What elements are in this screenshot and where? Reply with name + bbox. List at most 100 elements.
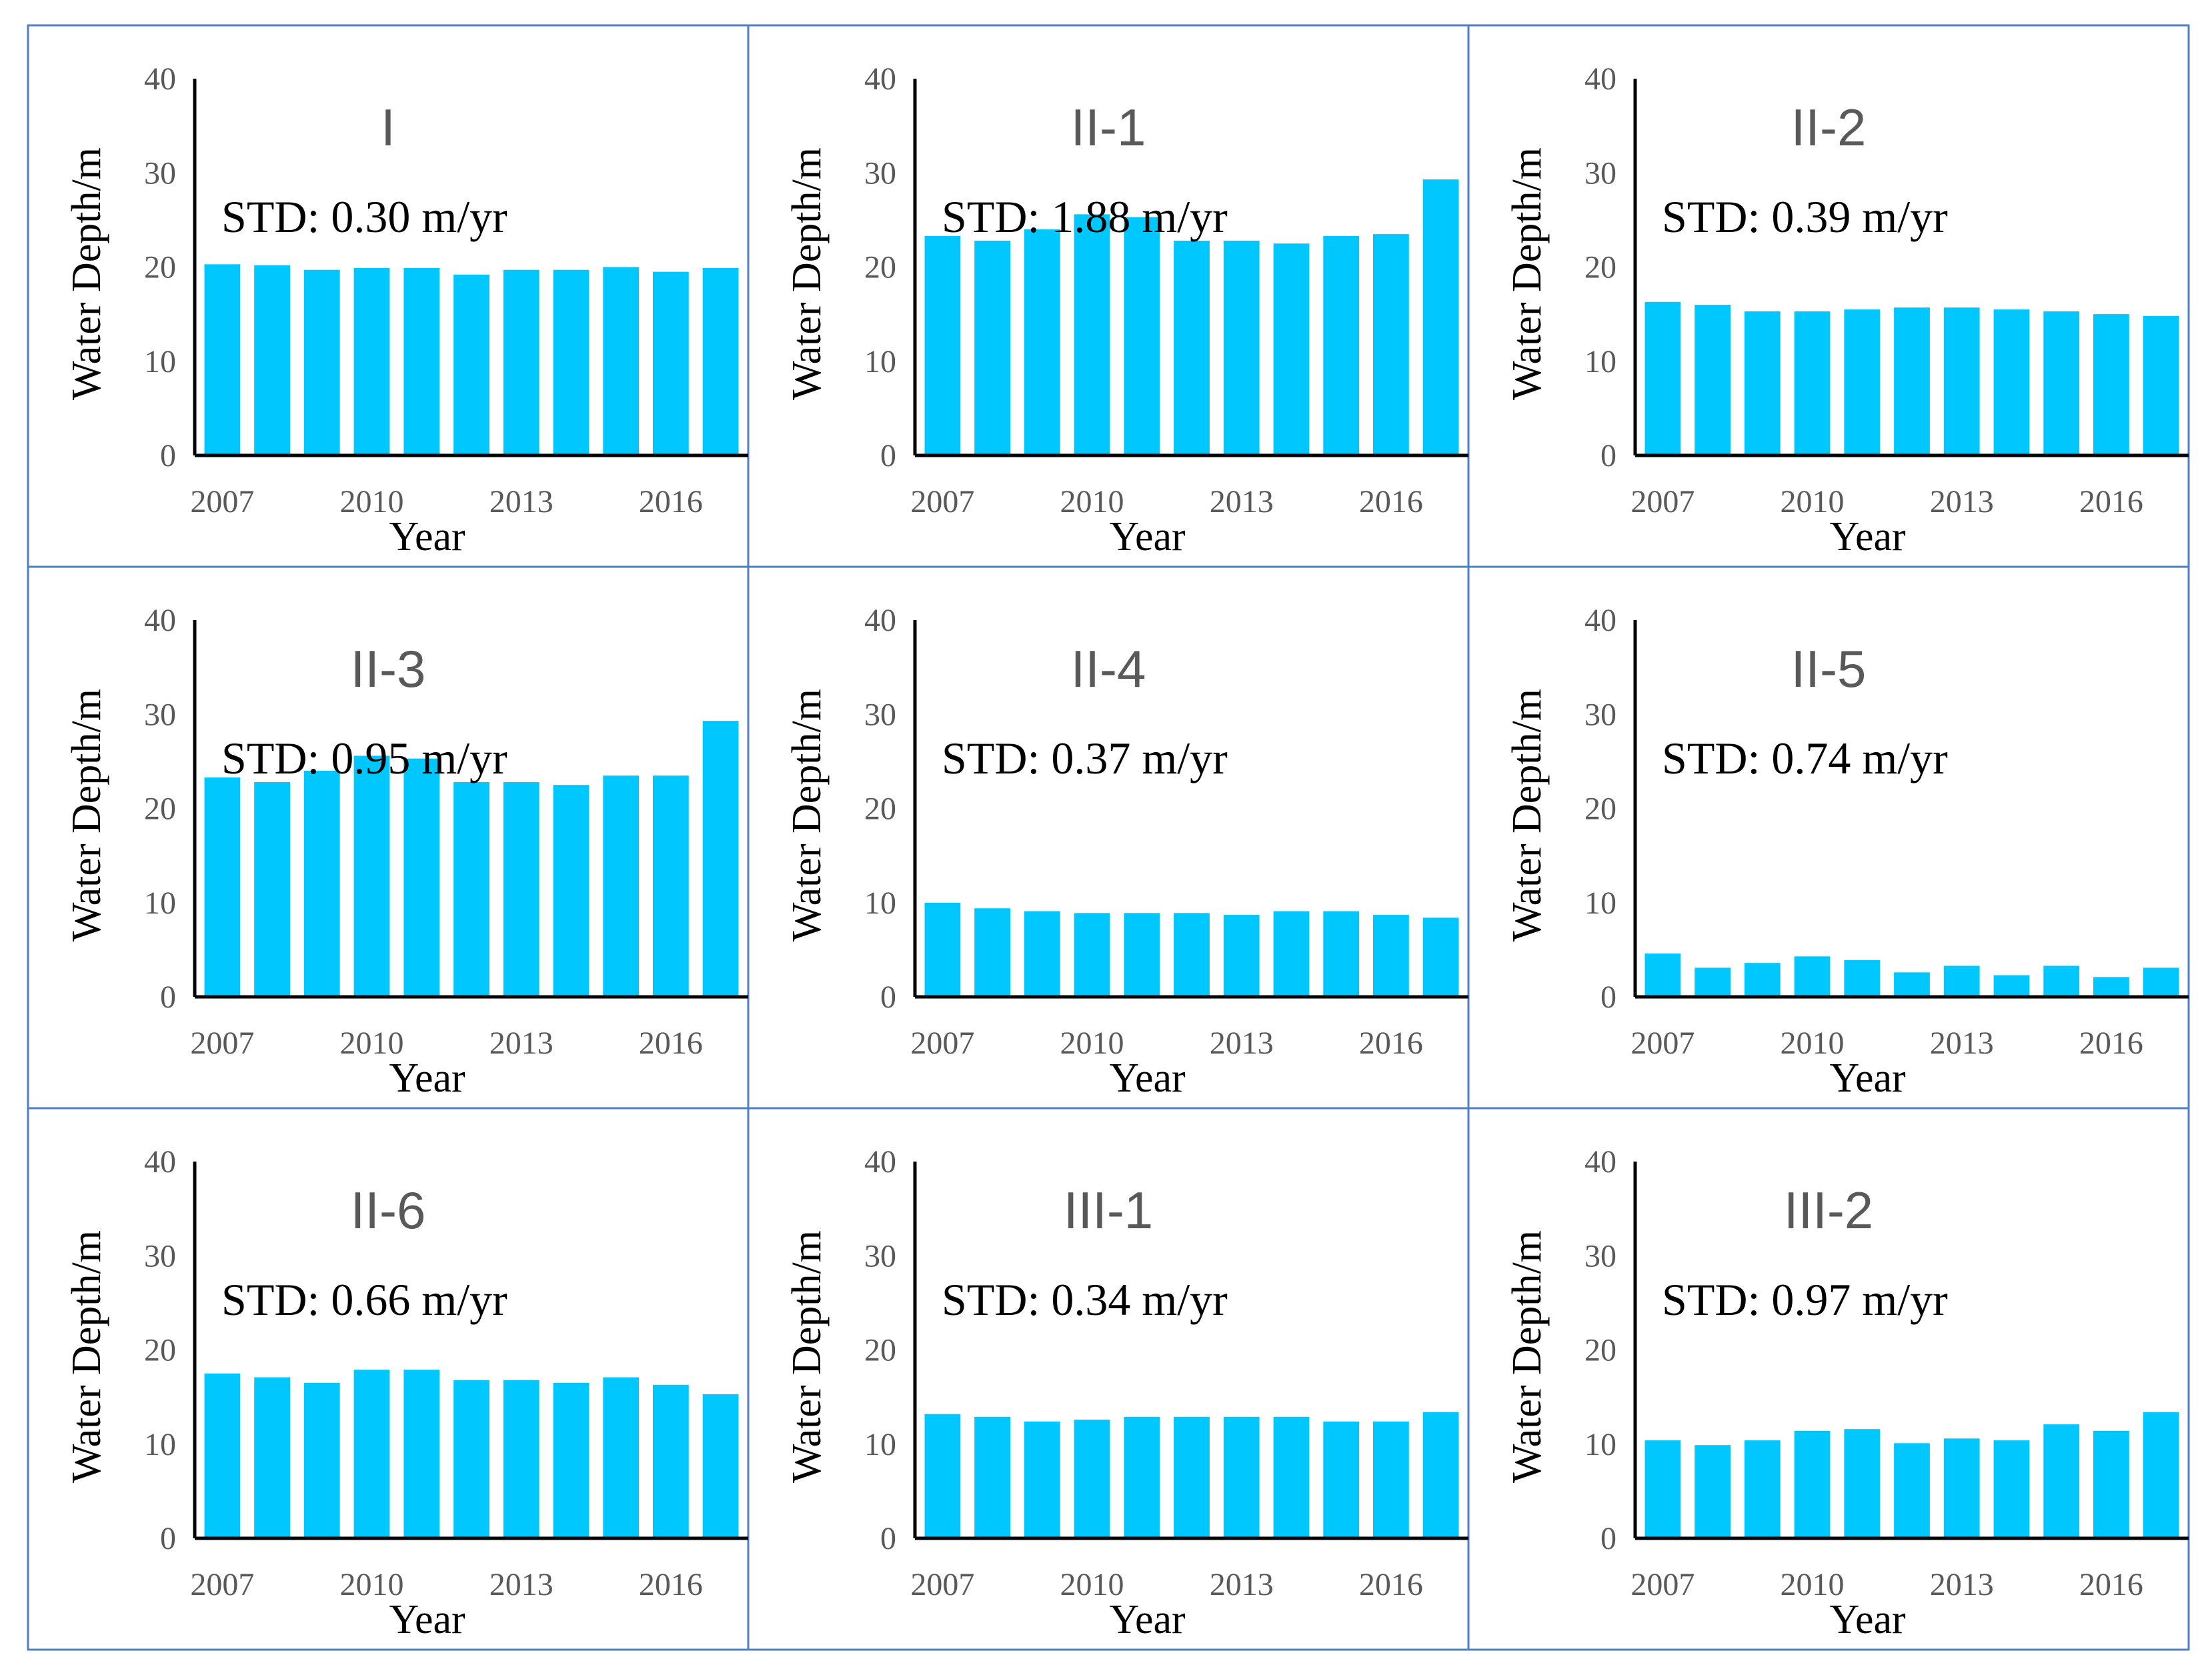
std-annotation: STD: 0.74 m/yr (1662, 733, 1948, 783)
x-tick-label: 2010 (340, 484, 404, 519)
y-tick-label: 10 (1584, 886, 1616, 921)
x-tick-label: 2013 (1930, 484, 1994, 519)
x-tick-label: 2013 (1930, 1026, 1994, 1061)
bar-2010 (353, 1370, 390, 1538)
y-axis-label: Water Depth/m (64, 1230, 109, 1483)
bar-2009 (1024, 911, 1060, 997)
bar-2011 (1844, 309, 1881, 455)
panel-title: II-2 (1791, 98, 1867, 157)
y-axis-label: Water Depth/m (784, 1230, 830, 1483)
std-annotation: STD: 0.97 m/yr (1662, 1274, 1948, 1325)
y-tick-label: 40 (1584, 61, 1616, 97)
bar-2012 (453, 782, 489, 997)
panel-III-1: 0 10 20 30 40 2007 2010 2013 2016 Year Water Depth… (784, 1144, 1468, 1642)
x-axis-label: Year (1109, 1056, 1186, 1101)
bar-2010 (353, 267, 390, 455)
bar-2008 (974, 240, 1010, 455)
bar-2009 (1024, 1421, 1060, 1538)
y-tick-label: 0 (160, 438, 176, 473)
x-tick-label: 2016 (2079, 1026, 2143, 1061)
bar-2015 (1323, 235, 1360, 455)
bar-2007 (924, 235, 961, 455)
y-tick-label: 0 (1600, 980, 1616, 1015)
bar-2017 (702, 267, 739, 455)
panel-title: II-6 (351, 1181, 426, 1240)
x-axis-label: Year (389, 1597, 465, 1642)
y-tick-label: 30 (144, 697, 176, 732)
y-tick-label: 40 (864, 1144, 896, 1180)
bar-2013 (1943, 1438, 1980, 1538)
y-axis-label: Water Depth/m (1504, 689, 1550, 942)
panel-I: 0 10 20 30 40 2007 2010 2013 2016 Year Water Depth… (64, 61, 748, 559)
bar-2011 (1124, 1416, 1160, 1538)
x-axis-label: Year (1829, 1056, 1906, 1101)
panel-II-1: 0 10 20 30 40 2007 2010 2013 2016 Year Water Depth… (784, 61, 1468, 559)
x-tick-label: 2010 (1060, 1567, 1124, 1602)
x-tick-label: 2013 (1210, 1567, 1274, 1602)
x-tick-label: 2013 (489, 1026, 554, 1061)
x-axis-label: Year (1829, 514, 1906, 559)
y-tick-label: 30 (144, 1238, 176, 1274)
panel-title: II-3 (351, 639, 426, 698)
bar-2012 (1174, 913, 1210, 997)
bar-2008 (1695, 305, 1731, 455)
x-tick-label: 2013 (489, 484, 554, 519)
y-axis-label: Water Depth/m (784, 147, 830, 400)
bar-2012 (1174, 1416, 1210, 1538)
y-tick-label: 30 (144, 155, 176, 191)
bar-2016 (1373, 234, 1409, 455)
x-tick-label: 2007 (190, 484, 254, 519)
std-annotation: STD: 1.88 m/yr (942, 191, 1228, 242)
bar-2014 (1273, 911, 1310, 997)
y-tick-label: 40 (1584, 603, 1616, 638)
panel-title: III-1 (1064, 1181, 1153, 1240)
x-tick-label: 2013 (1930, 1567, 1994, 1602)
y-tick-label: 10 (144, 1427, 176, 1462)
x-tick-label: 2016 (1359, 1567, 1423, 1602)
std-annotation: STD: 0.95 m/yr (221, 733, 507, 783)
y-tick-label: 40 (144, 61, 176, 97)
x-axis-label: Year (1829, 1597, 1906, 1642)
y-axis-label: Water Depth/m (1504, 1230, 1550, 1483)
panel-II-3: 0 10 20 30 40 2007 2010 2013 2016 Year Water Depth… (64, 603, 748, 1101)
bar-2013 (503, 782, 539, 997)
panel-title: II-5 (1791, 639, 1867, 698)
y-tick-label: 10 (144, 886, 176, 921)
bar-2014 (553, 785, 590, 997)
bar-2015 (2043, 1424, 2080, 1538)
bar-2012 (1894, 972, 1930, 997)
y-tick-label: 20 (144, 791, 176, 827)
bar-2009 (303, 269, 340, 455)
bar-2017 (1422, 1412, 1459, 1538)
x-tick-label: 2016 (639, 1567, 703, 1602)
bar-2016 (2093, 977, 2129, 997)
bar-2013 (503, 1380, 539, 1538)
bar-2011 (1124, 217, 1160, 455)
bar-2015 (603, 1377, 640, 1538)
y-tick-label: 10 (864, 344, 896, 379)
bar-2009 (1744, 963, 1781, 997)
y-tick-label: 0 (160, 1521, 176, 1556)
bar-2010 (1074, 913, 1110, 997)
y-tick-label: 40 (864, 603, 896, 638)
y-tick-label: 10 (144, 344, 176, 379)
y-tick-label: 20 (144, 250, 176, 285)
y-tick-label: 0 (1600, 438, 1616, 473)
y-tick-label: 30 (864, 1238, 896, 1274)
bar-2010 (1794, 956, 1831, 997)
bar-2017 (1422, 179, 1459, 455)
bar-2012 (453, 274, 489, 455)
y-tick-label: 0 (880, 1521, 896, 1556)
y-tick-label: 10 (864, 1427, 896, 1462)
bar-2011 (1844, 1429, 1881, 1538)
y-tick-label: 30 (1584, 697, 1616, 732)
bar-2012 (1174, 240, 1210, 455)
bar-2013 (1223, 240, 1260, 455)
x-tick-label: 2010 (1060, 484, 1124, 519)
bar-2010 (1794, 311, 1831, 455)
x-tick-label: 2010 (1781, 484, 1845, 519)
bar-2010 (1074, 1420, 1110, 1538)
y-tick-label: 20 (864, 791, 896, 827)
bar-2014 (553, 1382, 590, 1538)
